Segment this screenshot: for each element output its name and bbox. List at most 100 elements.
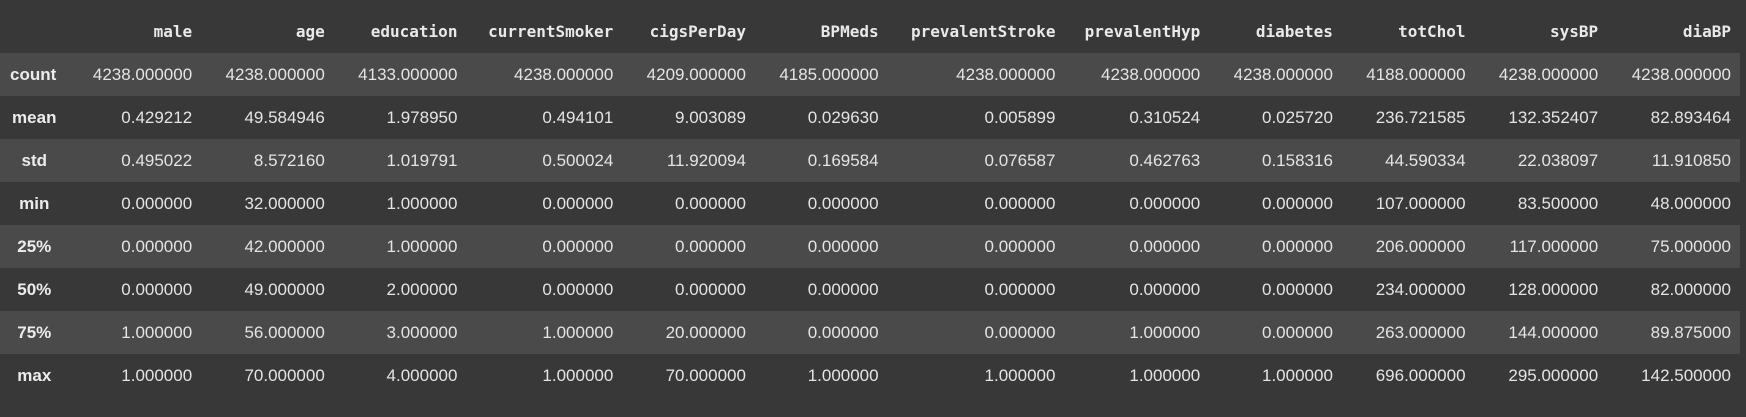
table-cell: 0.000000 bbox=[1262, 236, 1333, 256]
table-cell: 20.000000 bbox=[665, 322, 746, 342]
table-cell: 0.076587 bbox=[984, 150, 1056, 170]
table-cell: 42.000000 bbox=[244, 236, 325, 256]
table-cell: 4238.000000 bbox=[225, 64, 325, 84]
table-cell: 0.025720 bbox=[1262, 107, 1333, 127]
column-header: prevalentStroke bbox=[887, 9, 1065, 53]
column-header: diabetes bbox=[1209, 9, 1342, 53]
table-cell: 0.169584 bbox=[807, 150, 879, 170]
table-cell: 0.000000 bbox=[1129, 193, 1201, 213]
table-cell: 144.000000 bbox=[1508, 322, 1599, 342]
column-header: sysBP bbox=[1474, 9, 1608, 53]
row-index-label: 50% bbox=[17, 279, 52, 299]
table-cell: 0.494101 bbox=[542, 107, 614, 127]
table-row: max 1.000000 70.000000 4.000000 1.000000 70.0… bbox=[0, 354, 1740, 397]
table-cell: 0.000000 bbox=[542, 193, 614, 213]
table-cell: 206.000000 bbox=[1375, 236, 1466, 256]
table-body: count 4238.000000 4238.000000 4133.000000 42… bbox=[0, 53, 1740, 397]
table-cell: 0.000000 bbox=[1262, 322, 1333, 342]
table-cell: 4209.000000 bbox=[646, 64, 746, 84]
table-cell: 0.310524 bbox=[1129, 107, 1201, 127]
table-row: std 0.495022 8.572160 1.019791 0.500024 11.92… bbox=[0, 139, 1740, 182]
table-cell: 234.000000 bbox=[1375, 279, 1466, 299]
table-cell: 263.000000 bbox=[1375, 322, 1466, 342]
table-cell: 48.000000 bbox=[1650, 193, 1731, 213]
table-cell: 4133.000000 bbox=[358, 64, 458, 84]
table-cell: 1.000000 bbox=[807, 365, 879, 385]
row-index-label: 25% bbox=[17, 236, 52, 256]
table-cell: 107.000000 bbox=[1375, 193, 1466, 213]
table-cell: 0.000000 bbox=[121, 236, 193, 256]
table-cell: 1.000000 bbox=[386, 236, 458, 256]
table-cell: 2.000000 bbox=[386, 279, 458, 299]
table-cell: 0.000000 bbox=[121, 279, 193, 299]
table-cell: 0.000000 bbox=[675, 279, 746, 299]
table-cell: 1.000000 bbox=[1129, 322, 1201, 342]
table-row: min 0.000000 32.000000 1.000000 0.000000 0.00… bbox=[0, 182, 1740, 225]
table-row: count 4238.000000 4238.000000 4133.000000 42… bbox=[0, 53, 1740, 96]
table-cell: 0.000000 bbox=[984, 236, 1056, 256]
column-header: totChol bbox=[1341, 9, 1475, 53]
table-cell: 44.590334 bbox=[1385, 150, 1466, 170]
table-cell: 0.000000 bbox=[807, 193, 879, 213]
table-row: mean 0.429212 49.584946 1.978950 0.494101 9.0… bbox=[0, 96, 1740, 139]
table-header: male age education currentSmoker cigsPer… bbox=[0, 9, 1740, 53]
table-cell: 236.721585 bbox=[1375, 107, 1466, 127]
index-header bbox=[0, 9, 69, 53]
table-cell: 0.462763 bbox=[1129, 150, 1201, 170]
describe-table: male age education currentSmoker cigsPer… bbox=[0, 9, 1740, 397]
table-cell: 4238.000000 bbox=[956, 64, 1056, 84]
table-cell: 1.000000 bbox=[121, 322, 193, 342]
table-cell: 0.029630 bbox=[807, 107, 879, 127]
table-cell: 49.000000 bbox=[244, 279, 325, 299]
table-cell: 0.495022 bbox=[121, 150, 193, 170]
table-cell: 0.000000 bbox=[984, 279, 1056, 299]
table-cell: 56.000000 bbox=[244, 322, 325, 342]
table-cell: 1.000000 bbox=[984, 365, 1056, 385]
table-cell: 0.000000 bbox=[1262, 279, 1333, 299]
table-cell: 0.000000 bbox=[807, 322, 879, 342]
table-cell: 4238.000000 bbox=[514, 64, 614, 84]
column-header: diaBP bbox=[1607, 9, 1740, 53]
table-cell: 1.000000 bbox=[121, 365, 193, 385]
table-cell: 0.500024 bbox=[542, 150, 614, 170]
table-cell: 4238.000000 bbox=[1631, 64, 1731, 84]
table-cell: 0.000000 bbox=[1129, 279, 1201, 299]
table-cell: 1.000000 bbox=[1129, 365, 1201, 385]
table-cell: 1.000000 bbox=[386, 193, 458, 213]
table-cell: 0.000000 bbox=[675, 236, 746, 256]
row-index-label: count bbox=[10, 64, 57, 84]
table-cell: 11.920094 bbox=[666, 150, 746, 170]
row-index-label: 75% bbox=[17, 322, 52, 342]
table-cell: 4238.000000 bbox=[1233, 64, 1333, 84]
table-cell: 0.000000 bbox=[1129, 236, 1201, 256]
table-cell: 0.000000 bbox=[984, 322, 1056, 342]
table-cell: 0.000000 bbox=[1262, 193, 1333, 213]
table-cell: 142.500000 bbox=[1641, 365, 1731, 385]
table-cell: 22.038097 bbox=[1517, 150, 1599, 170]
table-cell: 32.000000 bbox=[244, 193, 325, 213]
table-cell: 128.000000 bbox=[1508, 279, 1599, 299]
table-cell: 132.352407 bbox=[1508, 107, 1599, 127]
table-cell: 70.000000 bbox=[244, 365, 325, 385]
table-cell: 1.000000 bbox=[1262, 365, 1333, 385]
table-cell: 0.000000 bbox=[542, 236, 614, 256]
column-header: currentSmoker bbox=[466, 9, 623, 53]
column-header: education bbox=[333, 9, 467, 53]
table-cell: 83.500000 bbox=[1517, 193, 1599, 213]
table-cell: 4238.000000 bbox=[92, 64, 193, 84]
table-cell: 696.000000 bbox=[1375, 365, 1466, 385]
table-cell: 8.572160 bbox=[253, 150, 325, 170]
table-cell: 11.910850 bbox=[1651, 150, 1731, 170]
table-cell: 0.000000 bbox=[675, 193, 746, 213]
table-cell: 3.000000 bbox=[386, 322, 458, 342]
table-cell: 4185.000000 bbox=[779, 64, 879, 84]
table-row: 75% 1.000000 56.000000 3.000000 1.000000 20.0… bbox=[0, 311, 1740, 354]
column-header: age bbox=[201, 9, 334, 53]
table-cell: 0.000000 bbox=[542, 279, 614, 299]
table-cell: 89.875000 bbox=[1650, 322, 1731, 342]
table-cell: 295.000000 bbox=[1508, 365, 1599, 385]
table-cell: 0.429212 bbox=[121, 107, 193, 127]
table-cell: 1.978950 bbox=[386, 107, 458, 127]
header-row: male age education currentSmoker cigsPer… bbox=[0, 9, 1740, 53]
